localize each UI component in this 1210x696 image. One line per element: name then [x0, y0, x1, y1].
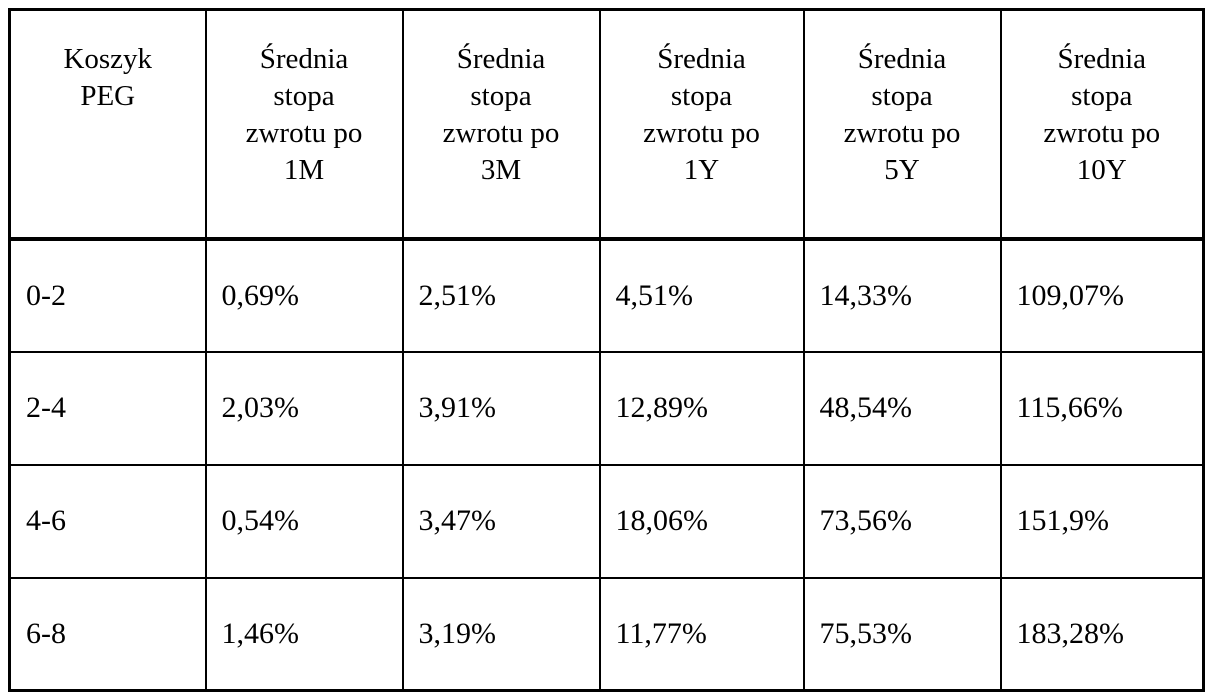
header-row: Koszyk PEG Średnia stopa zwrotu po 1M Śr…	[8, 8, 1205, 241]
table-cell: 2,03%	[204, 350, 404, 466]
column-header-5y: Średnia stopa zwrotu po 5Y	[802, 8, 1002, 241]
table-cell: 109,07%	[999, 237, 1205, 353]
peg-returns-table-container: Koszyk PEG Średnia stopa zwrotu po 1M Śr…	[8, 8, 1205, 692]
table-cell: 11,77%	[598, 576, 805, 692]
table-cell: 18,06%	[598, 463, 805, 579]
table-cell: 151,9%	[999, 463, 1205, 579]
table-cell: 0,69%	[204, 237, 404, 353]
table-cell: 73,56%	[802, 463, 1002, 579]
column-header-koszyk-peg: Koszyk PEG	[8, 8, 207, 241]
table-row: 6-8 1,46% 3,19% 11,77% 75,53% 183,28%	[8, 576, 1205, 692]
table-cell: 183,28%	[999, 576, 1205, 692]
table-cell: 3,91%	[401, 350, 601, 466]
table-cell: 3,19%	[401, 576, 601, 692]
table-cell: 2,51%	[401, 237, 601, 353]
table-cell: 0,54%	[204, 463, 404, 579]
table-cell: 14,33%	[802, 237, 1002, 353]
table-cell: 3,47%	[401, 463, 601, 579]
row-label: 6-8	[8, 576, 207, 692]
table-cell: 48,54%	[802, 350, 1002, 466]
table-cell: 12,89%	[598, 350, 805, 466]
column-header-10y: Średnia stopa zwrotu po 10Y	[999, 8, 1205, 241]
table-row: 4-6 0,54% 3,47% 18,06% 73,56% 151,9%	[8, 463, 1205, 579]
table-cell: 115,66%	[999, 350, 1205, 466]
table-row: 2-4 2,03% 3,91% 12,89% 48,54% 115,66%	[8, 350, 1205, 466]
row-label: 4-6	[8, 463, 207, 579]
peg-returns-table: Koszyk PEG Średnia stopa zwrotu po 1M Śr…	[8, 8, 1205, 692]
table-cell: 1,46%	[204, 576, 404, 692]
column-header-3m: Średnia stopa zwrotu po 3M	[401, 8, 601, 241]
table-cell: 75,53%	[802, 576, 1002, 692]
column-header-1y: Średnia stopa zwrotu po 1Y	[598, 8, 805, 241]
column-header-1m: Średnia stopa zwrotu po 1M	[204, 8, 404, 241]
row-label: 2-4	[8, 350, 207, 466]
table-cell: 4,51%	[598, 237, 805, 353]
row-label: 0-2	[8, 237, 207, 353]
table-row: 0-2 0,69% 2,51% 4,51% 14,33% 109,07%	[8, 237, 1205, 353]
